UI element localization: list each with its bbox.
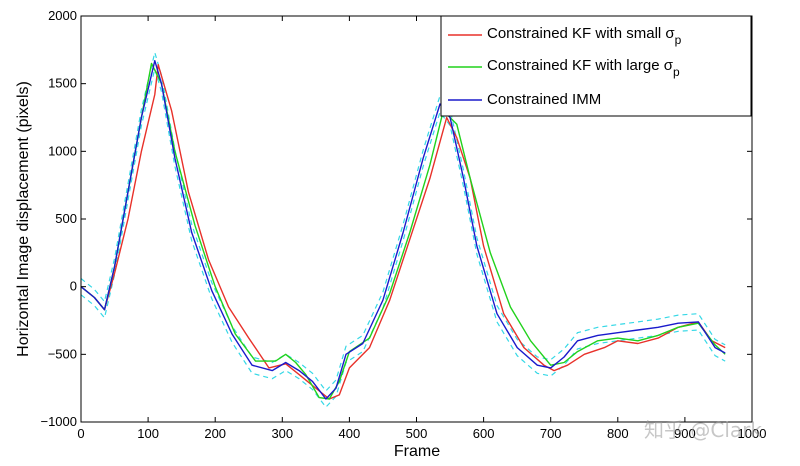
x-tick-label: 400	[339, 426, 361, 441]
x-tick-label: 0	[77, 426, 84, 441]
x-tick-label: 500	[406, 426, 428, 441]
legend-label-imm: Constrained IMM	[487, 91, 601, 108]
lower-bound-line	[80, 66, 726, 409]
y-tick-label: −500	[48, 346, 77, 361]
x-tick-label: 800	[607, 426, 629, 441]
y-axis-label: Horizontal Image displacement (pixels)	[15, 81, 32, 357]
y-tick-label: −1000	[40, 414, 77, 429]
watermark: 知乎 @Clark	[644, 418, 762, 442]
y-tick-label: 1000	[48, 143, 77, 158]
x-tick-label: 300	[271, 426, 293, 441]
axes: 0 100 200 300 400 500 600 700 800 900 1000 −1000 −50…	[40, 8, 766, 441]
x-tick-label: 1000	[738, 426, 767, 441]
series-line-imm	[80, 60, 726, 400]
x-tick-label: 700	[540, 426, 562, 441]
x-tick-label: 100	[137, 426, 159, 441]
legend-box	[440, 15, 752, 117]
legend-label-small: Constrained KF with small σp	[487, 25, 682, 47]
x-tick-label: 200	[204, 426, 226, 441]
x-axis-label: Frame	[394, 443, 440, 460]
legend-label-large: Constrained KF with large σp	[487, 57, 680, 79]
y-tick-label: 2000	[48, 8, 77, 23]
y-tick-label: 500	[55, 211, 77, 226]
y-tick-label: 1500	[48, 76, 77, 91]
x-tick-label: 900	[674, 426, 696, 441]
x-tick-label: 600	[473, 426, 495, 441]
legend: Constrained KF with small σp Constrained…	[440, 15, 752, 117]
plot-area	[80, 50, 726, 409]
y-tick-label: 0	[70, 279, 77, 294]
